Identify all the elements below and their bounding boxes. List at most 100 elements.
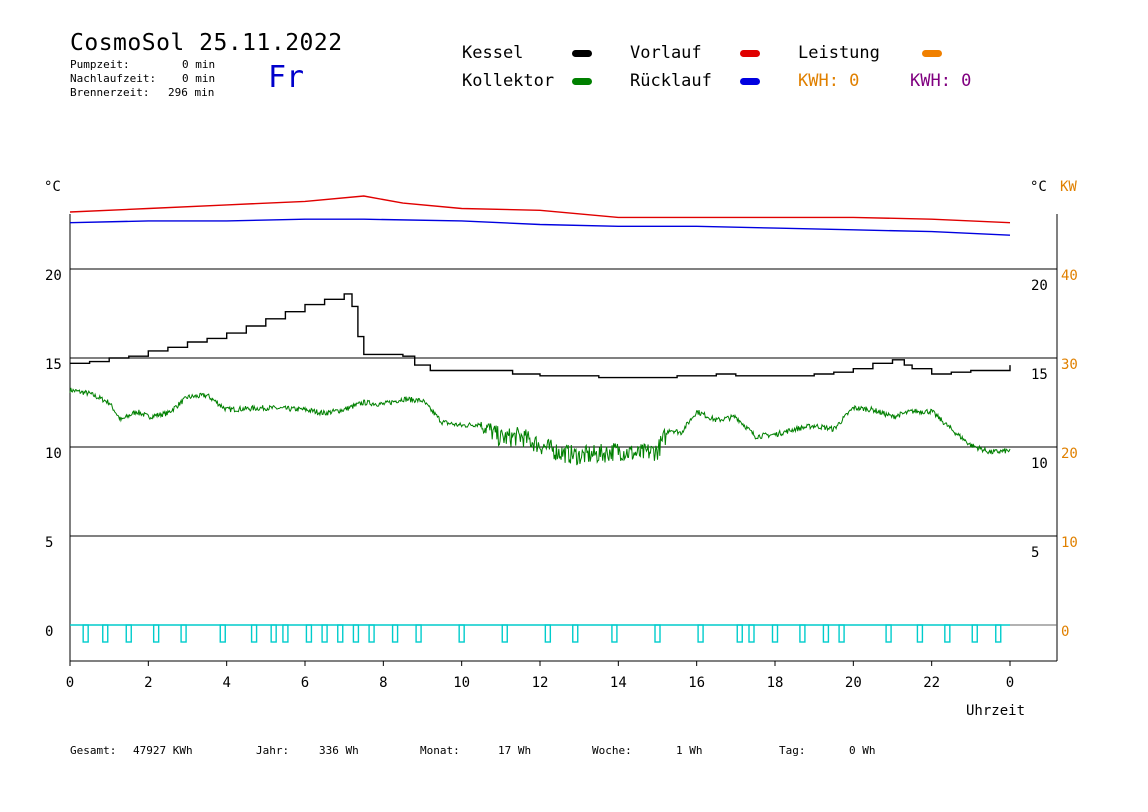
pump-pulse-23 [736,624,743,643]
y-tick-left-20: 20 [45,268,62,284]
left-unit-label: °C [44,179,61,195]
pump-pulse-10 [321,624,328,643]
y-tick-right-temp-15: 15 [1031,367,1048,383]
y-tick-right-temp-10: 10 [1031,456,1048,472]
pump-pulse-0 [82,624,89,643]
legend-vorlauf-swatch [740,50,760,57]
stat-value-nachlaufzeit: 0 min [182,72,216,85]
pump-pulse-3 [152,624,160,643]
footer-woche-value: 1 Wh [676,744,703,757]
y-tick-right-power-40: 40 [1061,268,1078,284]
y-tick-right-power-10: 10 [1061,535,1078,551]
footer-gesamt-value: 47927 KWh [133,744,193,757]
series-kessel-line [70,293,1011,379]
y-tick-left-5: 5 [45,535,53,551]
pump-pulse-6 [250,624,258,643]
legend-kessel-label: Kessel [462,43,524,63]
pump-pulse-13 [368,624,375,643]
legend-leistung-label: Leistung [798,43,880,63]
y-tick-right-power-20: 20 [1061,446,1078,462]
pump-pulse-12 [352,624,360,643]
x-tick-label-6: 12 [532,675,549,691]
pump-pulse-5 [219,624,226,643]
x-tick-label-3: 6 [301,675,309,691]
legend-kwh-purple: KWH: 0 [910,71,972,91]
stat-label-nachlaufzeit: Nachlaufzeit: [70,72,157,85]
legend-kollektor-label: Kollektor [462,71,555,91]
pump-pulse-28 [838,624,845,643]
x-tick-label-4: 8 [379,675,387,691]
legend-kollektor-swatch [572,78,592,85]
footer-tag-label: Tag: [779,744,806,757]
pump-pulse-16 [458,624,465,643]
pump-pulse-30 [916,624,924,643]
weekday-label: Fr [268,60,305,95]
footer-monat-label: Monat: [420,744,460,757]
pump-pulse-27 [822,624,830,643]
pump-pulse-33 [995,624,1002,643]
pump-pulse-22 [697,624,704,643]
pump-pulse-24 [748,624,755,643]
y-tick-left-0: 0 [45,624,53,640]
stat-label-brennerzeit: Brennerzeit: [70,86,150,99]
pump-pulse-29 [885,624,892,643]
x-tick-label-5: 10 [453,675,470,691]
pump-pulse-1 [102,624,109,643]
x-tick-label-0: 0 [66,675,74,691]
pump-pulse-11 [337,624,344,643]
y-tick-right-power-30: 30 [1061,357,1078,373]
stat-label-pumpzeit: Pumpzeit: [70,58,130,71]
pump-pulse-19 [572,624,579,643]
series-kollektor-line [69,387,1011,466]
x-tick-label-8: 16 [688,675,705,691]
legend-kessel-swatch [572,50,592,57]
y-tick-left-10: 10 [45,446,62,462]
x-tick-label-1: 2 [144,675,152,691]
pump-pulse-15 [415,624,422,643]
chart-title: CosmoSol 25.11.2022 [70,30,343,56]
legend-ruecklauf-swatch [740,78,760,85]
y-tick-right-power-0: 0 [1061,624,1069,640]
pump-pulse-25 [771,624,779,643]
pump-pulse-2 [125,624,132,643]
y-tick-right-temp-5: 5 [1031,545,1039,561]
stat-value-brennerzeit: 296 min [168,86,215,99]
right-unit-power-label: KW [1060,179,1077,195]
pump-pulse-7 [270,624,277,643]
pump-pulse-26 [799,624,806,643]
x-axis-label: Uhrzeit [966,703,1025,719]
footer-jahr-label: Jahr: [256,744,290,757]
pump-pulse-31 [944,624,951,643]
footer-jahr-value: 336 Wh [319,744,359,757]
pump-pulse-9 [305,624,313,643]
legend-vorlauf-label: Vorlauf [630,43,702,63]
footer-tag-value: 0 Wh [849,744,876,757]
x-tick-label-11: 22 [923,675,940,691]
pump-pulse-18 [544,624,552,643]
x-tick-label-10: 20 [845,675,862,691]
x-tick-label-12: 0 [1006,675,1014,691]
legend-leistung-swatch [922,50,942,57]
pump-pulse-4 [180,624,187,643]
pump-pulse-17 [501,624,508,643]
series-vorlauf-line [69,195,1011,224]
series-rcklauf-line [69,218,1011,236]
x-tick-label-2: 4 [222,675,230,691]
footer-woche-label: Woche: [592,744,632,757]
y-tick-right-temp-20: 20 [1031,278,1048,294]
y-tick-left-15: 15 [45,357,62,373]
pump-pulse-14 [391,624,399,643]
legend-kwh-orange: KWH: 0 [798,71,860,91]
x-tick-label-7: 14 [610,675,627,691]
legend-ruecklauf-label: Rücklauf [630,71,712,91]
pump-pulse-20 [611,624,618,643]
x-tick-label-9: 18 [767,675,784,691]
right-unit-temp-label: °C [1030,179,1047,195]
pump-pulse-21 [654,624,661,643]
pump-pulse-8 [282,624,289,643]
footer-monat-value: 17 Wh [498,744,532,757]
footer-gesamt-label: Gesamt: [70,744,117,757]
pump-pulse-32 [971,624,978,643]
stat-value-pumpzeit: 0 min [182,58,216,71]
